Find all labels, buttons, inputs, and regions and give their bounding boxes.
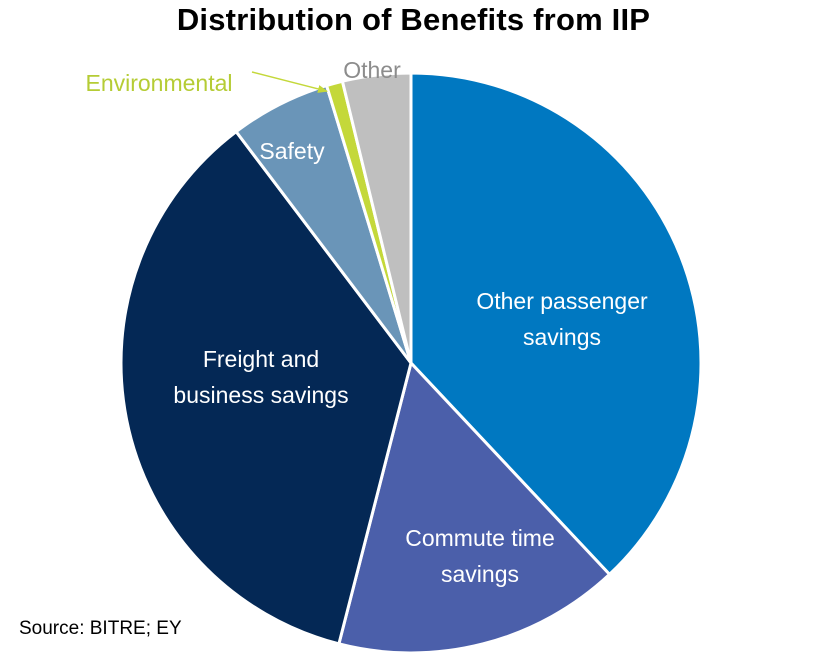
slice-label-commute-time-savings: Commute time savings [405,525,555,587]
environmental-leader-arrow [251,71,328,93]
pie-slice-freight-and-business-savings [119,130,413,646]
pie-slice-commute-time-savings [337,361,612,655]
pie-slice-other-passenger-savings [409,71,703,576]
slice-label-environmental: Environmental [85,70,232,96]
pie-slices [119,71,703,655]
pie-labels: Other passenger savings Commute time saving… [85,57,648,587]
pie-slice-other [340,71,413,365]
slice-label-other-passenger-savings: Other passenger savings [476,288,648,350]
slice-label-freight-and-business-savings: Freight and business savings [173,346,348,408]
slice-label-safety: Safety [259,138,325,164]
source-note: Source: BITRE; EY [19,618,182,639]
slice-label-other: Other [343,57,401,83]
chart-title: Distribution of Benefits from IIP [176,2,651,37]
